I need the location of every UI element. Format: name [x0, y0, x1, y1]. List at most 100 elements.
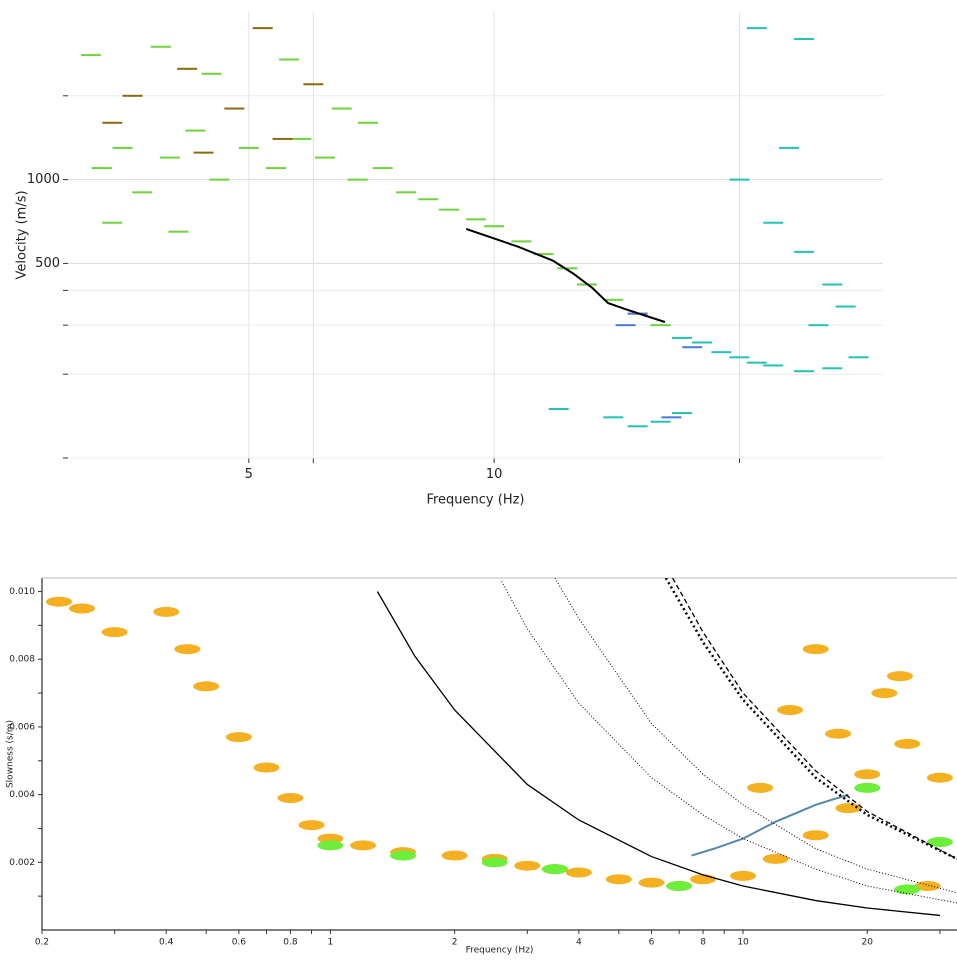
energy-dash — [651, 421, 671, 423]
energy-blob — [542, 864, 568, 874]
energy-dash — [291, 138, 311, 140]
energy-dash — [348, 179, 368, 181]
energy-dash — [396, 191, 416, 193]
curve — [555, 578, 957, 893]
energy-dash — [794, 38, 814, 40]
energy-dash — [418, 198, 438, 200]
energy-dash — [794, 251, 814, 253]
energy-dash — [808, 324, 828, 326]
x-tick-label: 4 — [576, 938, 582, 948]
energy-blob — [69, 603, 95, 613]
energy-blob — [102, 627, 128, 637]
energy-dash — [763, 222, 783, 224]
energy-blob — [894, 739, 920, 749]
energy-blob — [803, 644, 829, 654]
energy-dash — [113, 147, 133, 149]
energy-dash — [822, 283, 842, 285]
x-tick-label: 0.6 — [232, 938, 247, 948]
energy-blob — [825, 729, 851, 739]
x-tick-label: 20 — [862, 938, 874, 948]
curve — [673, 578, 957, 859]
energy-blob — [747, 783, 773, 793]
energy-dash — [729, 179, 749, 181]
energy-dash — [132, 191, 152, 193]
x-tick-label: 0.2 — [35, 938, 49, 948]
energy-dash — [266, 167, 286, 169]
energy-dash — [273, 138, 293, 140]
y-tick-label: 0.010 — [9, 587, 35, 597]
energy-dash — [603, 416, 623, 418]
energy-blob — [887, 671, 913, 681]
energy-blob — [777, 705, 803, 715]
y-tick-label: 1000 — [27, 172, 60, 187]
y-tick-label: 0.008 — [9, 655, 35, 665]
x-tick-label: 0.4 — [159, 938, 174, 948]
energy-blob — [350, 840, 376, 850]
energy-dash — [92, 167, 112, 169]
x-axis-label: Frequency (Hz) — [426, 493, 524, 508]
energy-dash — [194, 152, 214, 154]
energy-blob — [153, 607, 179, 617]
x-axis-label: Frequency (Hz) — [466, 946, 534, 956]
energy-dash — [151, 46, 171, 48]
energy-blob — [730, 871, 756, 881]
x-tick-label: 0.8 — [283, 938, 298, 948]
energy-dash — [779, 147, 799, 149]
energy-dash — [102, 122, 122, 124]
energy-dash — [185, 130, 205, 132]
energy-dash — [209, 179, 229, 181]
energy-blob — [666, 881, 692, 891]
energy-dash — [682, 346, 702, 348]
energy-dash — [836, 306, 856, 308]
energy-dash — [303, 83, 323, 85]
energy-blob — [277, 793, 303, 803]
energy-dash — [747, 362, 767, 364]
x-tick-label: 2 — [452, 938, 458, 948]
energy-dash — [332, 108, 352, 110]
energy-dash — [239, 147, 259, 149]
energy-dash — [672, 412, 692, 414]
curve — [666, 578, 957, 859]
energy-dash — [315, 157, 335, 159]
energy-blob — [174, 644, 200, 654]
x-tick-label: 10 — [737, 938, 749, 948]
energy-dash — [822, 367, 842, 369]
x-tick-label: 10 — [486, 467, 503, 482]
energy-dash — [102, 222, 122, 224]
energy-dash — [616, 324, 636, 326]
energy-dash — [651, 324, 671, 326]
y-tick-label: 0.004 — [9, 790, 35, 800]
energy-blob — [871, 688, 897, 698]
y-axis-label: Slowness (s/m) — [6, 720, 16, 788]
energy-blob — [690, 874, 716, 884]
energy-blob — [226, 732, 252, 742]
curve — [377, 592, 939, 916]
energy-blob — [193, 681, 219, 691]
energy-dash — [729, 356, 749, 358]
energy-blob — [927, 773, 953, 783]
energy-dash — [373, 167, 393, 169]
x-tick-label: 1 — [328, 938, 334, 948]
energy-dash — [794, 370, 814, 372]
energy-blob — [854, 783, 880, 793]
curve — [691, 795, 848, 856]
energy-blob — [253, 763, 279, 773]
y-axis-label: Velocity (m/s) — [15, 190, 30, 279]
data-area — [81, 27, 869, 427]
energy-dash — [484, 225, 504, 227]
energy-dash — [849, 356, 869, 358]
curve — [502, 581, 957, 903]
energy-blob — [566, 867, 592, 877]
energy-dash — [672, 337, 692, 339]
energy-blob — [639, 878, 665, 888]
energy-dash — [202, 73, 222, 75]
energy-blob — [803, 830, 829, 840]
energy-blob — [482, 857, 508, 867]
energy-blob — [763, 854, 789, 864]
energy-dash — [711, 351, 731, 353]
energy-dash — [511, 240, 531, 242]
energy-dash — [439, 209, 459, 211]
